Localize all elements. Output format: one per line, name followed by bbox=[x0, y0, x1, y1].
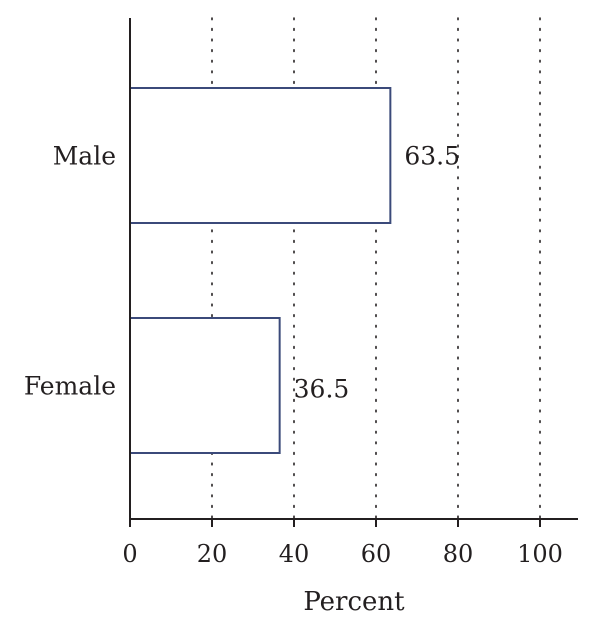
axes bbox=[129, 18, 578, 520]
bar-male bbox=[129, 87, 392, 224]
category-label-male: Male bbox=[53, 142, 116, 171]
tick-label-60: 60 bbox=[361, 540, 392, 568]
tick-label-20: 20 bbox=[197, 540, 228, 568]
labels: Male 63.5 Female 36.5 bbox=[24, 142, 460, 404]
tick-label-100: 100 bbox=[517, 540, 563, 568]
x-axis-title: Percent bbox=[303, 587, 405, 617]
tick-label-80: 80 bbox=[443, 540, 474, 568]
category-label-female: Female bbox=[24, 372, 116, 401]
tick-label-40: 40 bbox=[279, 540, 310, 568]
value-label-male: 63.5 bbox=[404, 142, 460, 171]
tick-label-0: 0 bbox=[122, 540, 137, 568]
x-axis-ticks: 0 20 40 60 80 100 bbox=[122, 519, 563, 568]
bar-female bbox=[129, 317, 281, 454]
bars bbox=[129, 87, 392, 454]
value-label-female: 36.5 bbox=[294, 375, 350, 404]
